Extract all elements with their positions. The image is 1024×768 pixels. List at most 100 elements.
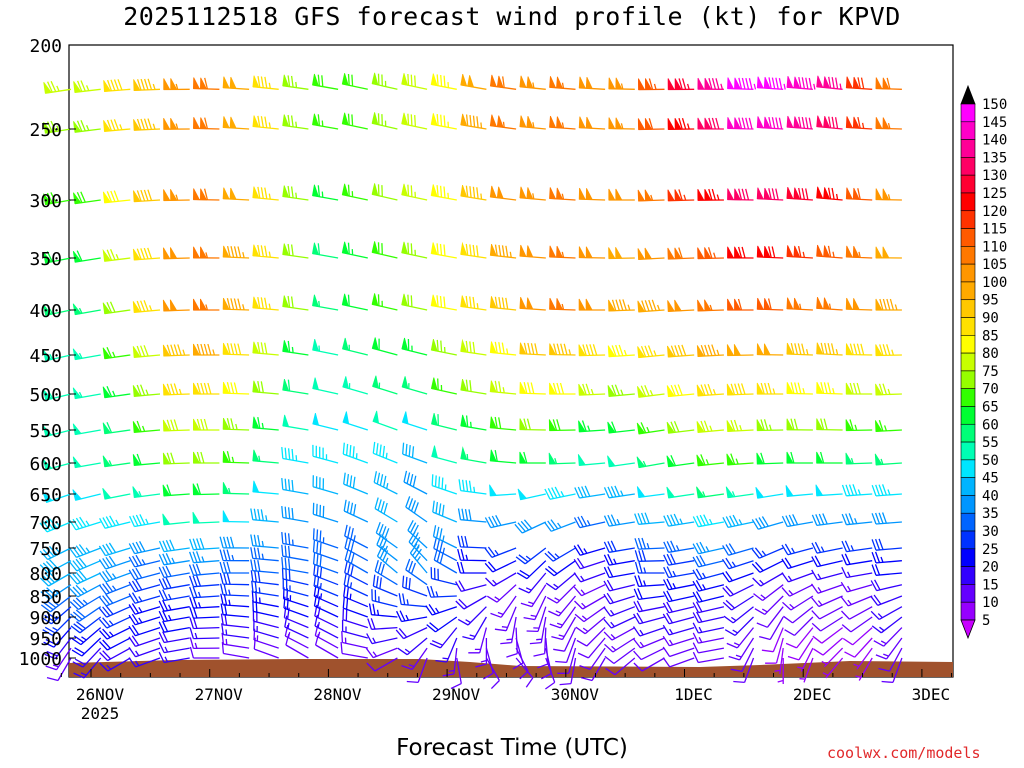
- colorbar-label: 70: [982, 382, 999, 398]
- wind-barb-pennant: [312, 338, 320, 352]
- wind-barb: [219, 549, 250, 562]
- wind-barb-pennant: [229, 116, 237, 129]
- wind-barb: [133, 78, 161, 92]
- wind-barb: [603, 606, 636, 617]
- wind-barb: [603, 579, 635, 592]
- wind-barb: [787, 637, 814, 661]
- wind-barb: [98, 542, 131, 557]
- wind-barb: [810, 583, 843, 594]
- wind-barb: [781, 584, 814, 597]
- wind-barb: [44, 637, 72, 660]
- wind-barb: [576, 627, 606, 647]
- wind-barb: [281, 478, 309, 495]
- y-tick-label: 950: [29, 629, 62, 650]
- wind-barb: [871, 564, 902, 576]
- wind-barb: [282, 577, 309, 597]
- colorbar-label: 15: [982, 577, 999, 593]
- wind-barb: [662, 624, 695, 636]
- wind-barb-pennant: [882, 77, 890, 90]
- wind-barb: [371, 73, 398, 90]
- wind-barb: [727, 419, 754, 433]
- wind-barb: [811, 569, 843, 581]
- wind-barb: [634, 550, 665, 562]
- wind-barb-pennant: [786, 342, 794, 355]
- wind-barb: [722, 584, 754, 597]
- wind-barb-pennant: [726, 383, 735, 396]
- wind-barb-pennant: [875, 420, 883, 432]
- wind-barb: [252, 115, 279, 130]
- wind-barb: [344, 548, 369, 574]
- colorbar-swatch: [960, 210, 976, 229]
- colorbar-label: 120: [982, 204, 1007, 220]
- wind-barb: [786, 342, 813, 356]
- wind-barb: [252, 75, 279, 90]
- wind-barb-pennant: [704, 117, 712, 130]
- colorbar-swatch: [960, 103, 976, 123]
- wind-barb: [70, 606, 102, 622]
- wind-barb: [638, 345, 665, 359]
- wind-barb-pennant: [519, 186, 527, 199]
- wind-barb: [537, 637, 549, 669]
- wind-barb: [158, 553, 190, 566]
- y-tick-label: 750: [29, 539, 62, 560]
- wind-barb: [573, 557, 606, 570]
- wind-barb-pennant: [252, 341, 260, 354]
- wind-barb: [282, 75, 309, 90]
- wind-barb: [312, 475, 339, 495]
- wind-barb: [529, 616, 547, 645]
- wind-barb-pennant: [342, 411, 350, 425]
- wind-barb-pennant: [460, 295, 468, 308]
- wind-barb: [490, 341, 517, 356]
- wind-barb-pennant: [341, 112, 349, 126]
- wind-barb: [557, 647, 577, 674]
- wind-barb: [39, 518, 72, 533]
- wind-barb-pennant: [496, 75, 504, 89]
- wind-barb-pennant: [431, 412, 438, 426]
- wind-barb-pennant: [401, 241, 409, 255]
- wind-barb: [842, 627, 873, 646]
- wind-barb: [786, 382, 813, 395]
- colorbar-label: 105: [982, 257, 1007, 273]
- wind-barb-pennant: [823, 76, 831, 89]
- wind-barb: [574, 485, 606, 499]
- wind-barb-pennant: [341, 241, 349, 255]
- wind-barb-pennant: [372, 410, 380, 424]
- wind-barb: [881, 657, 903, 684]
- wind-barb: [71, 637, 102, 657]
- wind-barb-pennant: [845, 452, 853, 465]
- wind-barb-pennant: [816, 186, 824, 199]
- wind-barb-pennant: [578, 298, 586, 311]
- wind-barb: [104, 190, 131, 204]
- wind-barb-pennant: [371, 337, 379, 351]
- wind-barb-pennant: [756, 452, 764, 465]
- wind-barb-pennant: [696, 421, 705, 433]
- wind-barb-pennant: [229, 187, 237, 200]
- wind-barb-pennant: [132, 486, 141, 498]
- wind-barb-pennant: [192, 117, 201, 129]
- wind-barb-pennant: [222, 482, 230, 494]
- wind-barb: [371, 113, 398, 130]
- wind-barb: [74, 120, 101, 133]
- wind-barb: [314, 624, 339, 649]
- wind-barb-pennant: [72, 250, 82, 263]
- colorbar-label: 115: [982, 222, 1007, 238]
- colorbar-swatch: [960, 335, 976, 354]
- wind-barb-pennant: [608, 77, 616, 90]
- wind-barb: [128, 540, 161, 555]
- wind-barb: [312, 552, 339, 574]
- colorbar-swatch: [960, 228, 976, 247]
- wind-barb: [432, 500, 458, 523]
- wind-barb-pennant: [170, 247, 178, 259]
- wind-barb-pennant: [519, 381, 527, 394]
- wind-barb-pennant: [42, 304, 53, 316]
- wind-barb-pennant: [549, 245, 557, 258]
- wind-barb: [855, 657, 873, 681]
- wind-barb-pennant: [793, 297, 801, 310]
- wind-barb: [875, 637, 903, 660]
- wind-barb: [841, 553, 873, 566]
- wind-barb-pennant: [823, 297, 831, 310]
- wind-barb-pennant: [636, 422, 646, 435]
- wind-barb: [312, 528, 339, 549]
- wind-barb: [281, 532, 309, 549]
- wind-barb: [878, 647, 903, 672]
